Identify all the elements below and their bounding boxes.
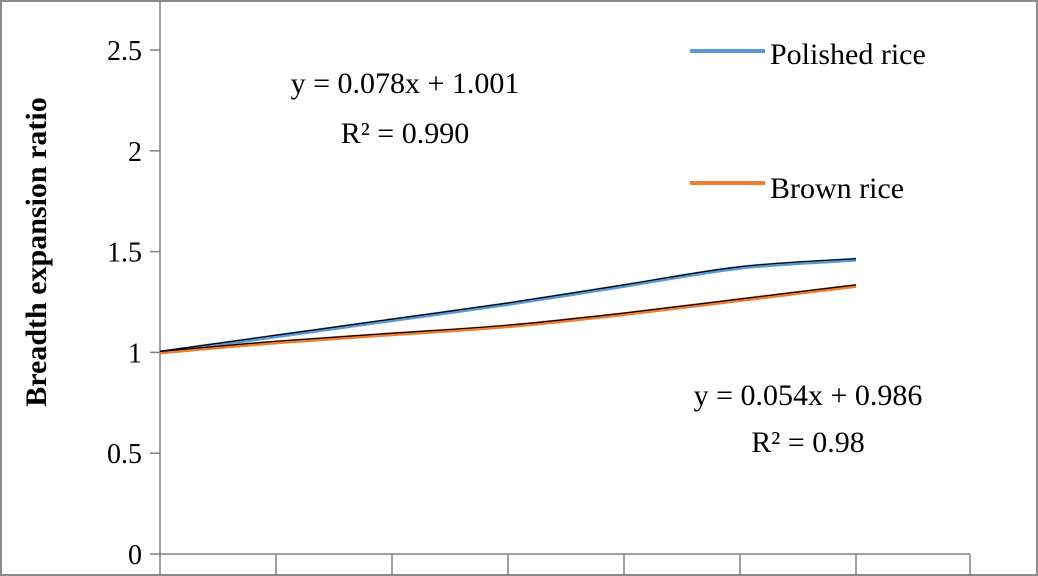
y-tick-label: 0.5 <box>107 439 142 470</box>
trendline-polished-rice <box>159 258 857 352</box>
trendline-layer <box>159 258 857 352</box>
y-tick-label: 2 <box>128 137 142 168</box>
y-tick-label: 1.5 <box>107 238 142 269</box>
y-tick-label: 0 <box>128 540 142 571</box>
series-line-polished-rice <box>159 257 857 355</box>
legend-label-brown-rice: Brown rice <box>770 172 904 205</box>
trend-equation-polished-rice-formula: y = 0.078x + 1.001 <box>291 67 520 100</box>
y-axis: 0 0.5 1 1.5 2 2.5 <box>107 0 161 571</box>
x-axis <box>159 553 971 576</box>
y-axis-label: Breadth expansion ratio <box>20 97 53 406</box>
series-layer <box>159 257 857 355</box>
trend-equation-polished-rice: y = 0.078x + 1.001 R² = 0.990 <box>291 67 520 150</box>
trendline-brown-rice <box>159 284 857 352</box>
legend-label-polished-rice: Polished rice <box>770 38 926 71</box>
trend-equation-brown-rice-formula: y = 0.054x + 0.986 <box>694 379 923 412</box>
trend-equation-brown-rice-r2: R² = 0.98 <box>751 426 864 459</box>
y-tick-label: 1 <box>128 338 142 369</box>
y-tick-label: 2.5 <box>107 36 142 67</box>
legend: Polished rice Brown rice <box>690 38 926 205</box>
trend-equation-polished-rice-r2: R² = 0.990 <box>341 117 469 150</box>
trend-equation-brown-rice: y = 0.054x + 0.986 R² = 0.98 <box>694 379 923 459</box>
series-line-brown-rice <box>159 283 857 355</box>
